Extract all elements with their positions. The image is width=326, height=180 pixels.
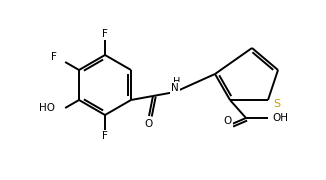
Text: S: S (274, 99, 281, 109)
Text: H: H (173, 77, 181, 87)
Text: F: F (51, 52, 57, 62)
Text: OH: OH (272, 113, 288, 123)
Text: N: N (171, 83, 179, 93)
Text: HO: HO (39, 103, 55, 113)
Text: O: O (145, 119, 153, 129)
Text: O: O (224, 116, 232, 126)
Text: F: F (102, 29, 108, 39)
Text: F: F (102, 131, 108, 141)
